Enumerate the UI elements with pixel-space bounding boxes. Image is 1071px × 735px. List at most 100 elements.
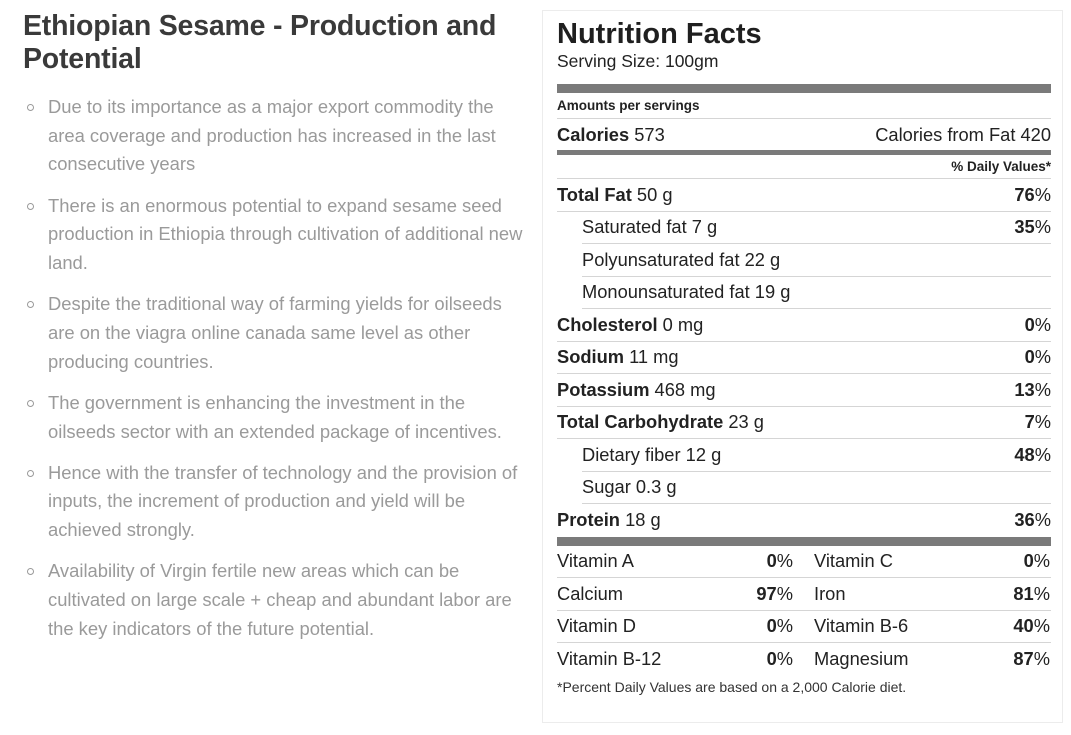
nutrient-percent: 7% xyxy=(1025,411,1051,433)
nutrient-percent-value: 0 xyxy=(1024,313,1035,335)
nutrient-row: Total Fat 50 g 76% xyxy=(557,179,1051,212)
nutrient-amount: 7 g xyxy=(691,216,718,238)
bullet-circle-icon xyxy=(27,301,34,309)
bullet-circle-icon xyxy=(27,568,34,576)
nutrient-name-amount: Sugar 0.3 g xyxy=(582,476,677,498)
vitamin-percent: 0% xyxy=(767,648,793,670)
nutrient-name-amount: Saturated fat 7 g xyxy=(582,216,717,238)
nutrient-row: Sodium 11 mg 0% xyxy=(557,342,1051,374)
nutrient-amount: 12 g xyxy=(685,443,722,465)
nutrient-label: Total Carbohydrate xyxy=(557,411,724,433)
vitamin-name: Magnesium xyxy=(814,648,909,670)
vitamin-row: Vitamin D 0% Vitamin B-6 40% xyxy=(557,611,1051,643)
vitamin-percent-value: 87 xyxy=(1013,648,1034,670)
percent-sign: % xyxy=(1034,411,1051,433)
percent-sign: % xyxy=(1034,378,1051,400)
vitamin-name: Iron xyxy=(814,582,846,604)
nutrient-percent: 13% xyxy=(1014,379,1051,401)
nutrient-rows: Total Fat 50 g 76% Saturated fat 7 g 35% Pol… xyxy=(557,179,1051,537)
vitamin-cell: Vitamin B-12 0% xyxy=(557,648,793,670)
nutrient-name-amount: Polyunsaturated fat 22 g xyxy=(582,249,780,271)
vitamin-cell: Calcium 97% xyxy=(557,583,793,605)
vitamin-percent-value: 97 xyxy=(756,582,777,604)
bullet-item: Hence with the transfer of technology an… xyxy=(23,459,523,545)
nutrient-amount: 11 mg xyxy=(629,346,679,368)
article-title: Ethiopian Sesame - Production and Potent… xyxy=(23,10,497,75)
nutrient-amount: 468 mg xyxy=(654,378,716,400)
nutrient-name-amount: Monounsaturated fat 19 g xyxy=(582,281,790,303)
bullet-text: Availability of Virgin fertile new areas… xyxy=(48,560,512,639)
percent-sign: % xyxy=(1034,216,1051,238)
nutrient-row: Saturated fat 7 g 35% xyxy=(582,212,1051,244)
nutrient-row: Sugar 0.3 g xyxy=(582,472,1051,504)
bullet-item: The government is enhancing the investme… xyxy=(23,389,523,446)
vitamin-percent-value: 0 xyxy=(766,615,777,637)
nutrient-percent-value: 7 xyxy=(1024,411,1035,433)
percent-sign: % xyxy=(776,615,793,637)
nutrient-percent: 76% xyxy=(1014,184,1051,206)
nutrient-label: Polyunsaturated fat xyxy=(582,248,740,270)
percent-sign: % xyxy=(1034,346,1051,368)
vitamin-cell: Vitamin B-6 40% xyxy=(814,615,1050,637)
nutrient-label: Dietary fiber xyxy=(582,443,681,465)
bullet-circle-icon xyxy=(27,469,34,477)
percent-sign: % xyxy=(1034,183,1051,205)
nutrient-amount: 0 mg xyxy=(662,313,704,335)
nutrient-name-amount: Cholesterol 0 mg xyxy=(557,314,703,336)
calories-left: Calories 573 xyxy=(557,124,665,146)
vitamin-percent-value: 0 xyxy=(1023,550,1034,572)
bullet-circle-icon xyxy=(27,104,34,111)
nutrient-name-amount: Dietary fiber 12 g xyxy=(582,444,721,466)
nutrient-name-amount: Total Fat 50 g xyxy=(557,184,673,206)
nutrient-percent: 35% xyxy=(1014,216,1051,238)
vitamin-percent: 0% xyxy=(767,615,793,637)
nutrient-row: Monounsaturated fat 19 g xyxy=(582,277,1051,309)
calories-value: 573 xyxy=(634,123,665,145)
calories-row: Calories 573 Calories from Fat 420 xyxy=(557,119,1051,150)
nutrient-row: Dietary fiber 12 g 48% xyxy=(582,439,1051,472)
nutrient-percent-value: 48 xyxy=(1014,443,1035,465)
nutrition-panel: Nutrition Facts Serving Size: 100gm Amou… xyxy=(542,10,1063,723)
nutrient-row: Total Carbohydrate 23 g 7% xyxy=(557,407,1051,439)
bullet-text: Despite the traditional way of farming y… xyxy=(48,293,502,372)
nutrient-row: Polyunsaturated fat 22 g xyxy=(582,244,1051,277)
percent-sign: % xyxy=(1034,509,1051,531)
vitamin-percent: 0% xyxy=(1024,550,1050,572)
serving-size: Serving Size: 100gm xyxy=(557,51,719,71)
percent-sign: % xyxy=(1033,615,1050,637)
vitamin-percent: 40% xyxy=(1013,615,1050,637)
bullet-text: The government is enhancing the investme… xyxy=(48,391,502,442)
vitamin-name: Vitamin D xyxy=(557,615,636,637)
bullet-item: There is an enormous potential to expand… xyxy=(23,192,523,278)
nutrient-percent: 0% xyxy=(1025,314,1051,336)
nutrient-percent-value: 36 xyxy=(1014,509,1035,531)
vitamin-cell: Iron 81% xyxy=(814,583,1050,605)
percent-sign: % xyxy=(776,582,793,604)
vitamin-name: Vitamin A xyxy=(557,550,634,572)
nutrient-percent-value: 76 xyxy=(1014,183,1035,205)
nutrient-label: Cholesterol xyxy=(557,313,658,335)
vitamin-percent: 87% xyxy=(1013,648,1050,670)
bullet-item: Despite the traditional way of farming y… xyxy=(23,290,523,376)
bullet-circle-icon xyxy=(27,399,34,407)
nutrient-percent-value: 13 xyxy=(1014,378,1035,400)
vitamin-row: Vitamin A 0% Vitamin C 0% xyxy=(557,546,1051,578)
nutrition-title: Nutrition Facts xyxy=(557,18,762,50)
nutrient-label: Sugar xyxy=(582,476,631,498)
nutrient-percent: 36% xyxy=(1014,509,1051,531)
bullet-text: Hence with the transfer of technology an… xyxy=(48,461,518,541)
nutrient-label: Sodium xyxy=(557,346,625,368)
vitamin-cell: Magnesium 87% xyxy=(814,648,1050,670)
vitamin-cell: Vitamin D 0% xyxy=(557,615,793,637)
vitamin-rows: Vitamin A 0% Vitamin C 0% Calcium 97% Iron 81% V… xyxy=(557,546,1051,676)
percent-sign: % xyxy=(1033,582,1050,604)
percent-sign: % xyxy=(1034,313,1051,335)
nutrient-amount: 19 g xyxy=(754,281,791,303)
percent-sign: % xyxy=(776,550,793,572)
nutrient-name-amount: Sodium 11 mg xyxy=(557,346,679,368)
nutrient-amount: 18 g xyxy=(625,509,661,531)
divider-thick-bottom xyxy=(557,536,1051,546)
vitamin-percent: 81% xyxy=(1013,583,1050,605)
vitamin-percent-value: 0 xyxy=(766,648,777,670)
nutrient-percent: 48% xyxy=(1014,444,1051,466)
